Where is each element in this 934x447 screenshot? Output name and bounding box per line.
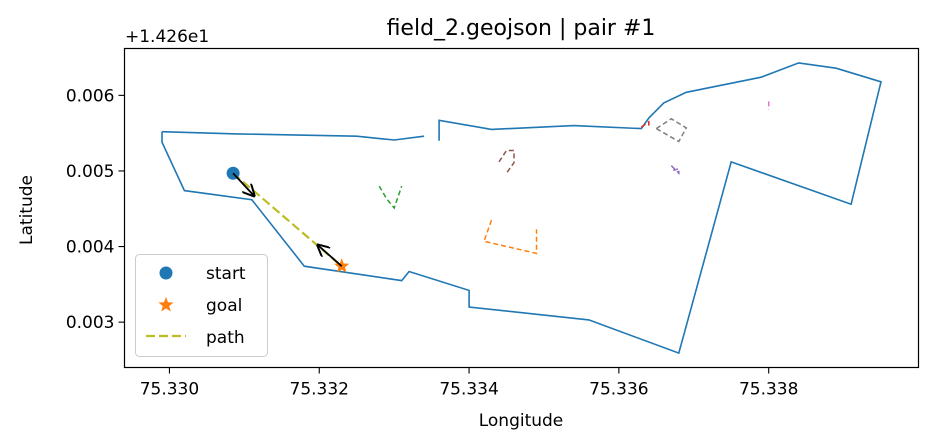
legend-start-marker — [159, 266, 173, 280]
x-axis-label: Longitude — [479, 411, 564, 431]
legend-start-label: start — [206, 264, 246, 284]
y-tick-label: 0.004 — [66, 238, 115, 258]
x-tick-label: 75.334 — [439, 380, 498, 400]
heading-arrow — [318, 245, 343, 267]
axes-frame — [123, 47, 920, 369]
legend-path-label: path — [206, 328, 245, 348]
y-tick-label: 0.005 — [66, 162, 115, 182]
obstacle-outline — [498, 149, 515, 174]
x-tick-label: 75.330 — [140, 380, 199, 400]
obstacle-outline — [483, 219, 538, 255]
legend-goal-label: goal — [206, 296, 242, 316]
legend-box — [135, 254, 268, 357]
x-axis: 75.330 75.332 75.334 75.336 75.338 — [140, 367, 798, 400]
field-boundary-line — [161, 62, 882, 355]
chart-title: field_2.geojson | pair #1 — [387, 16, 656, 41]
y-tick-label: 0.006 — [66, 86, 115, 106]
obstacle-outline — [655, 117, 688, 143]
x-tick-label: 75.332 — [290, 380, 349, 400]
y-offset-label: +1.426e1 — [125, 27, 209, 47]
legend-goal-marker — [158, 297, 174, 312]
x-tick-label: 75.336 — [589, 380, 648, 400]
y-axis: 0.003 0.004 0.005 0.006 — [66, 86, 125, 333]
x-tick-label: 75.338 — [739, 380, 798, 400]
obstacle-outline — [670, 165, 680, 176]
y-axis-label: Latitude — [17, 175, 37, 245]
heading-arrow — [232, 172, 254, 196]
plot-area — [161, 62, 882, 355]
obstacle-outline — [378, 185, 403, 210]
obstacle-outline — [640, 120, 650, 128]
field-boundary-line — [161, 130, 425, 141]
y-tick-label: 0.003 — [66, 313, 115, 333]
legend: start goal path — [135, 254, 268, 357]
